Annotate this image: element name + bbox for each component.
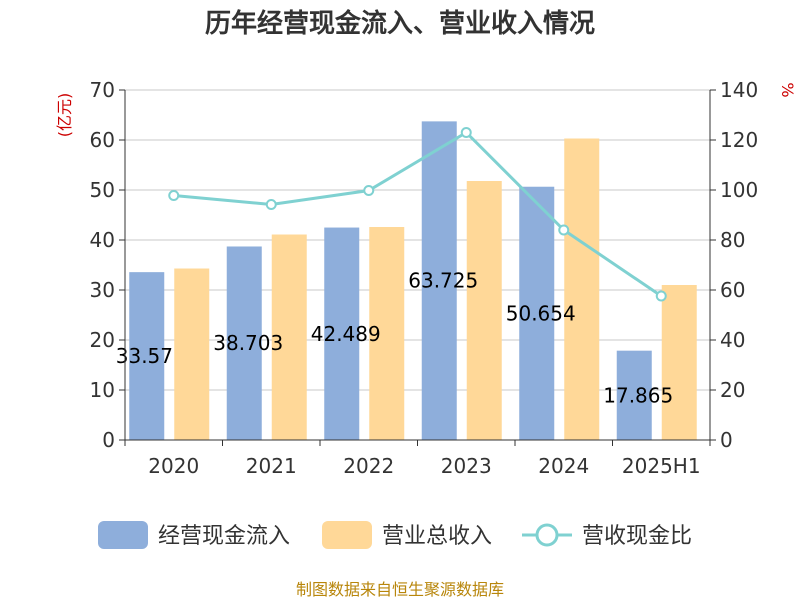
ratio-line-layer	[168, 127, 667, 302]
legend-label: 经营现金流入	[158, 524, 290, 549]
y-tick-label-right: 140	[720, 78, 758, 102]
ratio-point	[363, 185, 375, 196]
y-tick-label-right: 120	[720, 128, 758, 152]
bar-cash-inflow	[616, 350, 652, 440]
y-tick-label-right: 80	[720, 228, 745, 252]
data-label: 17.865	[603, 383, 673, 407]
bar-revenue	[564, 138, 600, 440]
data-label: 33.57	[116, 344, 173, 368]
bar-revenue	[271, 234, 307, 440]
ratio-point	[558, 224, 570, 236]
bar-cash-inflow	[519, 186, 555, 440]
data-labels: 33.57 38.703 42.489 63.725 50.654 17.865	[116, 269, 673, 408]
y-tick-label-right: 40	[720, 328, 745, 352]
grid-lines	[125, 89, 710, 391]
ratio-point	[168, 190, 180, 201]
legend-swatch	[322, 521, 372, 549]
y-tick-label-left: 40	[90, 228, 115, 252]
source-note: 制图数据来自恒生聚源数据库	[296, 580, 504, 599]
y-axis-left-unit: (亿元)	[55, 93, 74, 138]
y-tick-label-right: 60	[720, 278, 745, 302]
y-tick-label-left: 50	[90, 178, 115, 202]
y-tick-label-left: 60	[90, 128, 115, 152]
legend-label: 营业总收入	[382, 524, 492, 549]
bar-revenue	[466, 181, 502, 440]
legend-label: 营收现金比	[582, 524, 692, 549]
y-tick-label-right: 100	[720, 178, 758, 202]
data-label: 50.654	[506, 301, 576, 325]
bar-cash-inflow	[129, 272, 165, 440]
x-tick-label: 2025H1	[622, 454, 701, 478]
y-tick-label-left: 10	[90, 378, 115, 402]
chart-title: 历年经营现金流入、营业收入情况	[205, 8, 595, 39]
x-tick-label: 2022	[343, 454, 394, 478]
y-tick-label-right: 0	[720, 428, 733, 452]
y-tick-label-left: 0	[102, 428, 115, 452]
legend-swatch	[98, 521, 148, 549]
data-label: 38.703	[213, 331, 283, 355]
legend: 经营现金流入 营业总收入 营收现金比	[98, 521, 692, 549]
bar-cash-inflow	[421, 121, 457, 440]
x-tick-label: 2021	[246, 454, 297, 478]
data-label: 63.725	[408, 269, 478, 293]
x-tick-label: 2023	[441, 454, 492, 478]
bar-cash-inflow	[226, 246, 262, 440]
bar-revenue	[661, 285, 697, 440]
y-tick-label-left: 70	[90, 78, 115, 102]
bar-revenue	[174, 268, 210, 440]
ratio-point	[265, 199, 277, 210]
bar-revenue	[369, 227, 405, 440]
ratio-line	[173, 130, 663, 298]
x-tick-label: 2024	[538, 454, 589, 478]
y-tick-label-left: 20	[90, 328, 115, 352]
y-axis-right-unit: %	[778, 82, 797, 97]
y-tick-label-left: 30	[90, 278, 115, 302]
x-tick-label: 2020	[148, 454, 199, 478]
bar-cash-inflow	[324, 227, 360, 440]
bars	[129, 121, 697, 440]
ratio-point	[655, 290, 667, 302]
legend-marker	[535, 523, 559, 547]
y-tick-label-right: 20	[720, 378, 745, 402]
ratio-point	[460, 127, 472, 138]
data-label: 42.489	[311, 322, 381, 346]
